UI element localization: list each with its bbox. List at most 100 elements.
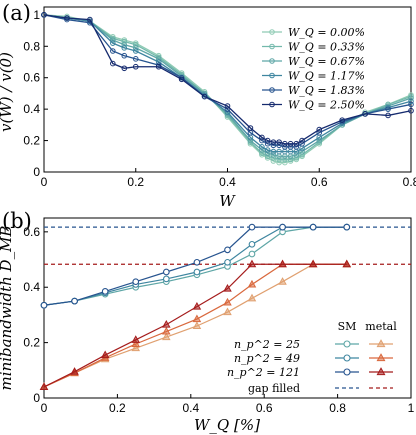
panel-a-data-point	[282, 140, 288, 147]
legend-metal-marker	[376, 367, 386, 376]
panel-a-data-point	[276, 156, 282, 163]
panel-a-ytick-label: 1	[33, 8, 40, 22]
panel-b-ticks: 0 0.2 0.4 0.6 0.8 1 0 0.2 0.4 0.6	[23, 225, 414, 415]
panel-a-data-point	[270, 151, 277, 158]
panel-a-data-point	[293, 155, 300, 161]
panel-b-data-point	[192, 301, 202, 310]
panel-b-series-0	[40, 223, 351, 309]
panel-a-data-point	[270, 142, 277, 149]
panel-a-data-point	[264, 150, 271, 156]
panel-a-data-point	[155, 56, 162, 62]
panel-a-data-point	[282, 159, 288, 166]
panel-a-data-point	[287, 156, 294, 163]
panel-b-data-point	[192, 314, 202, 323]
panel-a-data-point	[316, 126, 323, 133]
legend-sm-marker	[343, 354, 351, 362]
panel-a-data-point	[121, 45, 128, 51]
panel-b-data-point	[224, 258, 231, 266]
legend-header-sm: SM	[338, 320, 357, 333]
panel-a-legend-entry: W_Q = 1.83%	[288, 84, 365, 97]
panel-b-gap-filled-lines	[44, 226, 411, 265]
panel-b-data-point	[162, 268, 170, 276]
panel-a-data-point	[282, 156, 288, 163]
panel-a-legend-entry: W_Q = 1.17%	[288, 70, 365, 83]
panel-a-legend-marker	[269, 72, 275, 79]
panel-a-data-point	[247, 137, 254, 144]
panel-b-series-5	[39, 259, 352, 390]
panel-b-data-point	[247, 279, 257, 288]
panel-a-data-point	[299, 151, 305, 158]
panel-b-data-point	[224, 246, 231, 254]
panel-a-series-5	[41, 12, 414, 147]
panel-b-data-point	[71, 297, 78, 305]
panel-a-data-point	[270, 158, 277, 164]
panel-b-data-point	[132, 278, 140, 286]
panel-b-data-point	[192, 321, 202, 330]
legend-sm-marker	[343, 368, 351, 376]
panel-a-legend-entry: W_Q = 0.67%	[288, 55, 365, 68]
panel-a-data-point	[259, 137, 265, 144]
panel-a-data-point	[282, 144, 288, 150]
panel-b-data-point	[248, 250, 256, 258]
panel-b-data-point	[223, 297, 232, 306]
panel-a-xtick-label: 0.6	[311, 175, 328, 189]
panel-a-data-point	[259, 150, 265, 156]
panel-a-data-point	[110, 60, 116, 67]
panel-a-legend-marker	[269, 43, 275, 50]
panel-a-data-point	[259, 144, 265, 150]
panel-b-xlabel-text: W_Q [%]	[194, 416, 260, 434]
panel-b-xtick-label: 0.8	[329, 401, 346, 415]
panel-a-xtick-label: 0.2	[127, 175, 144, 189]
panel-a-data-point	[64, 15, 70, 21]
panel-b-data-point	[247, 293, 257, 302]
panel-a-data-point	[293, 144, 300, 150]
panel-a-data-point	[132, 63, 139, 70]
panel-a-data-point	[259, 147, 265, 153]
panel-a-data-point	[87, 16, 93, 23]
panel-a-data-point	[155, 63, 162, 70]
panel-b-data-point	[162, 319, 171, 328]
panel-a-data-point	[339, 117, 345, 123]
panel-a-legend-marker	[269, 58, 275, 64]
legend-metal-marker	[376, 339, 386, 348]
panel-b-xtick-label: 0	[41, 401, 48, 415]
panel-a-xlabel: W	[219, 192, 236, 210]
panel-b-xtick-label: 0.6	[256, 401, 273, 415]
legend-row-label: n_p^2 = 25	[234, 338, 300, 351]
panel-a-data-point	[201, 93, 208, 100]
panel-a-ticks: 0 0.2 0.4 0.6 0.8 0 0.2 0.4 0.6 0.8 1	[23, 8, 416, 189]
panel-b-data-point	[248, 240, 256, 248]
panel-a-data-point	[247, 125, 254, 131]
panel-b-data-point	[100, 350, 110, 359]
panel-a-data-point	[408, 101, 414, 108]
panel-b-data-point	[223, 283, 232, 292]
panel-b-series-3	[39, 259, 352, 390]
panel-b-data-point	[131, 335, 141, 343]
panel-b-ytick-label: 0.4	[23, 280, 40, 294]
panel-a-data-point	[132, 41, 139, 48]
panel-a-data-point	[270, 155, 277, 161]
panel-b-ytick-label: 0	[33, 391, 40, 405]
panel-a-data-point	[41, 12, 47, 18]
panel-a-data-point	[121, 52, 128, 59]
panel-a-data-point	[121, 65, 128, 72]
panel-b-xtick-label: 1	[408, 401, 415, 415]
panel-b-series-line	[43, 226, 347, 306]
panel-b-series-line	[43, 226, 347, 306]
panel-b-data-point	[162, 275, 170, 283]
panel-a-data-point	[316, 129, 323, 136]
legend-metal-marker	[376, 353, 386, 362]
panel-b-series-2	[40, 223, 351, 309]
legend-row-label: n_p^2 = 121	[227, 366, 300, 379]
panel-a-xtick-label: 0.8	[403, 175, 416, 189]
panel-a-data-point	[276, 139, 282, 145]
panel-b-series-1	[40, 223, 351, 309]
panel-b-data-point	[70, 367, 79, 375]
panel-a-legend-entry: W_Q = 0.33%	[288, 41, 365, 54]
panel-a-data-point	[121, 38, 128, 45]
panel-a-data-point	[110, 48, 116, 54]
panel-a-ytick-label: 0.4	[23, 102, 40, 116]
panel-b-data-point	[278, 259, 287, 268]
panel-a-ytick-label: 0.2	[23, 134, 40, 148]
panel-a-data-point	[264, 137, 271, 144]
